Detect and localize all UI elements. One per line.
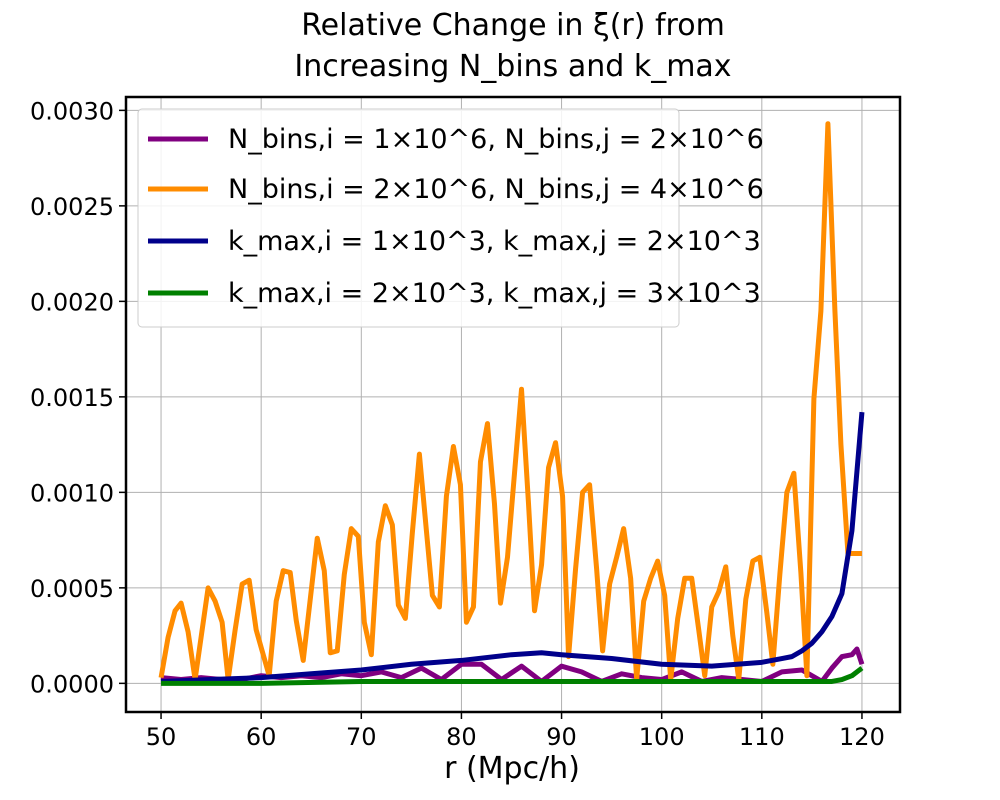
legend-label-1: N_bins,i = 1×10^6, N_bins,j = 2×10^6 [228, 124, 764, 155]
y-tick-label: 0.0005 [30, 575, 114, 603]
x-tick-label: 120 [839, 723, 885, 751]
x-tick-label: 110 [739, 723, 785, 751]
x-tick-label: 50 [146, 723, 177, 751]
y-tick-label: 0.0010 [30, 479, 114, 507]
series-lines [158, 121, 865, 686]
chart-title-line-2: Increasing N_bins and k_max [294, 49, 731, 84]
x-axis-label: r (Mpc/h) [444, 751, 580, 786]
y-tick-label: 0.0000 [30, 670, 114, 698]
plot-frame [124, 95, 902, 714]
x-tick-label: 60 [246, 723, 277, 751]
x-tick-label: 100 [639, 723, 685, 751]
legend: N_bins,i = 1×10^6, N_bins,j = 2×10^6 N_bi… [137, 108, 764, 328]
series-line-2 [158, 121, 862, 683]
chart-title-line-1: Relative Change in ξ(r) from [301, 8, 725, 43]
legend-label-4: k_max,i = 2×10^3, k_max,j = 3×10^3 [228, 278, 761, 309]
series-line-4 [161, 666, 864, 686]
series-line-3 [160, 411, 865, 684]
x-axis-ticks: 50 60 70 80 90 100 110 120 [146, 712, 885, 751]
y-tick-label: 0.0030 [30, 97, 114, 125]
x-tick-label: 70 [346, 723, 377, 751]
y-axis-ticks: 0.0000 0.0005 0.0010 0.0015 0.0020 0.0025 0.00… [30, 97, 126, 698]
legend-entries: N_bins,i = 1×10^6, N_bins,j = 2×10^6 N_bi… [148, 124, 764, 309]
y-tick-label: 0.0025 [30, 193, 114, 221]
x-tick-label: 80 [446, 723, 477, 751]
x-tick-label: 90 [546, 723, 577, 751]
legend-box [137, 108, 680, 328]
y-tick-label: 0.0015 [30, 384, 114, 412]
legend-label-2: N_bins,i = 2×10^6, N_bins,j = 4×10^6 [228, 174, 764, 205]
y-tick-label: 0.0020 [30, 288, 114, 316]
legend-label-3: k_max,i = 1×10^3, k_max,j = 2×10^3 [228, 226, 761, 257]
